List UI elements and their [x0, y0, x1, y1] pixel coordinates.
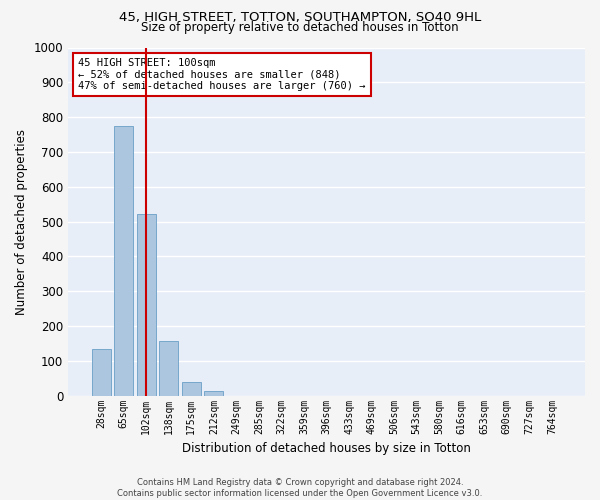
Bar — [159, 340, 178, 396]
Text: 45, HIGH STREET, TOTTON, SOUTHAMPTON, SO40 9HL: 45, HIGH STREET, TOTTON, SOUTHAMPTON, SO… — [119, 11, 481, 24]
Text: 45 HIGH STREET: 100sqm
← 52% of detached houses are smaller (848)
47% of semi-de: 45 HIGH STREET: 100sqm ← 52% of detached… — [79, 58, 366, 91]
Bar — [204, 391, 223, 396]
X-axis label: Distribution of detached houses by size in Totton: Distribution of detached houses by size … — [182, 442, 471, 455]
Text: Size of property relative to detached houses in Totton: Size of property relative to detached ho… — [141, 21, 459, 34]
Text: Contains HM Land Registry data © Crown copyright and database right 2024.
Contai: Contains HM Land Registry data © Crown c… — [118, 478, 482, 498]
Bar — [114, 126, 133, 396]
Bar — [92, 350, 110, 396]
Y-axis label: Number of detached properties: Number of detached properties — [15, 128, 28, 314]
Bar — [182, 382, 201, 396]
Bar — [137, 214, 156, 396]
